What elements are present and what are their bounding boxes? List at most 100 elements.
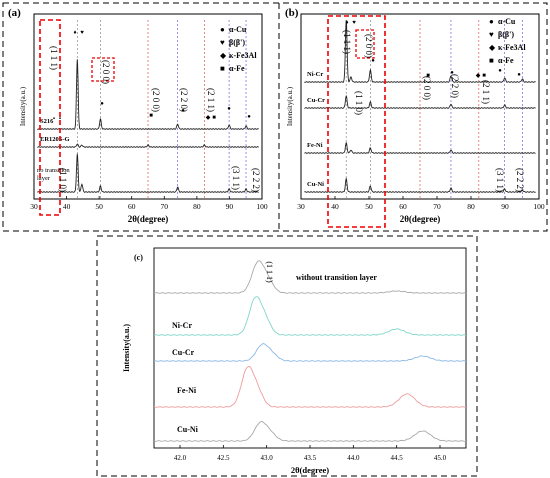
x-tick-label: 100 bbox=[256, 202, 268, 211]
highlight-box-small bbox=[355, 29, 375, 59]
plot-frame bbox=[33, 13, 263, 200]
series-line bbox=[153, 296, 467, 336]
series-label: Fe-Ni bbox=[307, 142, 323, 149]
phase-marker: ● bbox=[227, 106, 231, 112]
series-label: no transition bbox=[37, 167, 70, 174]
y-axis-label: Intensity(a.u.) bbox=[122, 324, 131, 372]
series-label: Cu-Ni bbox=[177, 425, 199, 434]
series-label: without transition layer bbox=[296, 273, 377, 282]
x-tick-label: 70 bbox=[161, 202, 169, 211]
x-tick-label: 50 bbox=[365, 202, 373, 211]
phase-marker: ◆ bbox=[206, 115, 211, 121]
series-label: Cu-Cr bbox=[172, 348, 195, 357]
peak-annotation: (2 1 1) bbox=[206, 88, 216, 112]
legend-symbol: ♥ bbox=[220, 38, 225, 47]
peak-annotation: (1 1 0) bbox=[354, 91, 364, 115]
phase-marker: ■ bbox=[149, 113, 153, 119]
legend-symbol: ■ bbox=[489, 56, 494, 65]
phase-marker: ◆ bbox=[476, 73, 481, 79]
phase-marker: ● bbox=[371, 58, 375, 64]
outer-frame-bottom bbox=[96, 235, 478, 477]
legend-label: α-Cu bbox=[498, 17, 516, 26]
peak-annotation: (1 1 1) bbox=[265, 261, 274, 283]
x-tick-label: 40 bbox=[331, 202, 339, 211]
series-line bbox=[153, 366, 467, 408]
outer-frame-top bbox=[2, 2, 548, 232]
peak-annotation: (2 2 0) bbox=[179, 88, 189, 112]
phase-marker: ■ bbox=[482, 73, 486, 79]
x-tick-label: 45.0 bbox=[434, 454, 447, 462]
x-tick-label: 40 bbox=[63, 202, 71, 211]
x-tick-label: 60 bbox=[399, 202, 407, 211]
series-line bbox=[153, 421, 467, 442]
x-tick-label: 42.0 bbox=[174, 454, 187, 462]
phase-marker: ▪ bbox=[59, 116, 61, 122]
x-tick-label: 43.5 bbox=[304, 454, 317, 462]
legend-label: α-Fe bbox=[229, 64, 245, 73]
peak-annotation: (2 0 0) bbox=[101, 60, 111, 84]
series-line bbox=[304, 177, 536, 193]
plot-frame bbox=[300, 13, 540, 200]
series-line bbox=[37, 143, 259, 148]
series-label: S216 bbox=[40, 118, 54, 125]
x-tick-label: 50 bbox=[95, 202, 103, 211]
highlight-box-small bbox=[91, 57, 115, 82]
phase-marker: ♦ bbox=[73, 30, 76, 36]
phase-marker: ● bbox=[498, 68, 502, 74]
legend-label: κ-Fe3Al bbox=[229, 51, 257, 60]
x-tick-label: 80 bbox=[193, 202, 201, 211]
series-line bbox=[153, 343, 467, 362]
x-tick-label: 60 bbox=[128, 202, 136, 211]
x-tick-label: 90 bbox=[226, 202, 234, 211]
series-label: layer bbox=[37, 175, 51, 182]
series-line bbox=[304, 94, 536, 109]
peak-annotation: (2 0 0) bbox=[422, 76, 432, 100]
x-tick-label: 42.5 bbox=[217, 454, 230, 462]
x-tick-label: 90 bbox=[501, 202, 509, 211]
series-line bbox=[304, 20, 536, 83]
phase-marker: ■ bbox=[426, 73, 430, 79]
phase-marker: ● bbox=[517, 72, 521, 78]
x-axis-label: 2θ(degree) bbox=[128, 214, 169, 224]
series-line bbox=[37, 153, 259, 193]
series-label: Fe-Ni bbox=[177, 386, 197, 395]
phase-marker: ♥ bbox=[80, 30, 84, 36]
peak-annotation: (1 1 0) bbox=[58, 168, 68, 192]
legend-label: α-Cu bbox=[229, 25, 247, 34]
peak-annotation: (2 0 0) bbox=[151, 88, 161, 112]
peak-annotation: (1 1 1) bbox=[342, 30, 352, 54]
series-line bbox=[304, 141, 536, 154]
peak-annotation: (2 2 0) bbox=[450, 74, 460, 98]
phase-marker: ■ bbox=[212, 115, 216, 121]
x-tick-label: 43.0 bbox=[261, 454, 274, 462]
legend-label: β(β') bbox=[498, 30, 514, 39]
phase-marker: ● bbox=[181, 108, 185, 114]
series-label: Ni-Cr bbox=[172, 321, 192, 330]
peak-annotation: (2 1 1) bbox=[481, 80, 491, 104]
legend-symbol: ◆ bbox=[489, 43, 496, 52]
series-line bbox=[153, 260, 467, 294]
legend-symbol: ♥ bbox=[489, 30, 494, 39]
panel-label: (a) bbox=[8, 7, 21, 19]
legend-symbol: ● bbox=[220, 25, 225, 34]
phase-marker: ♦ bbox=[345, 20, 348, 26]
highlight-box bbox=[327, 15, 386, 228]
peak-annotation: (2 2 2) bbox=[251, 168, 261, 192]
peak-annotation: (3 1 1) bbox=[231, 166, 241, 190]
peak-annotation: (3 1 1) bbox=[495, 168, 505, 192]
x-tick-label: 80 bbox=[467, 202, 475, 211]
legend-symbol: ◆ bbox=[220, 51, 227, 60]
legend-label: β(β') bbox=[229, 38, 245, 47]
x-tick-label: 44.5 bbox=[391, 454, 404, 462]
phase-marker: ♥ bbox=[352, 20, 356, 26]
peak-annotation: (2 0 0) bbox=[364, 34, 374, 58]
x-tick-label: 70 bbox=[433, 202, 441, 211]
legend-label: κ-Fe3Al bbox=[498, 43, 526, 52]
x-tick-label: 30 bbox=[297, 202, 305, 211]
legend-symbol: ■ bbox=[220, 64, 225, 73]
phase-marker: ● bbox=[247, 114, 251, 120]
series-label: Ni-Cr bbox=[307, 71, 323, 78]
phase-marker: ▪ bbox=[53, 116, 55, 122]
y-axis-label: Intensity(a.u.) bbox=[19, 86, 27, 126]
